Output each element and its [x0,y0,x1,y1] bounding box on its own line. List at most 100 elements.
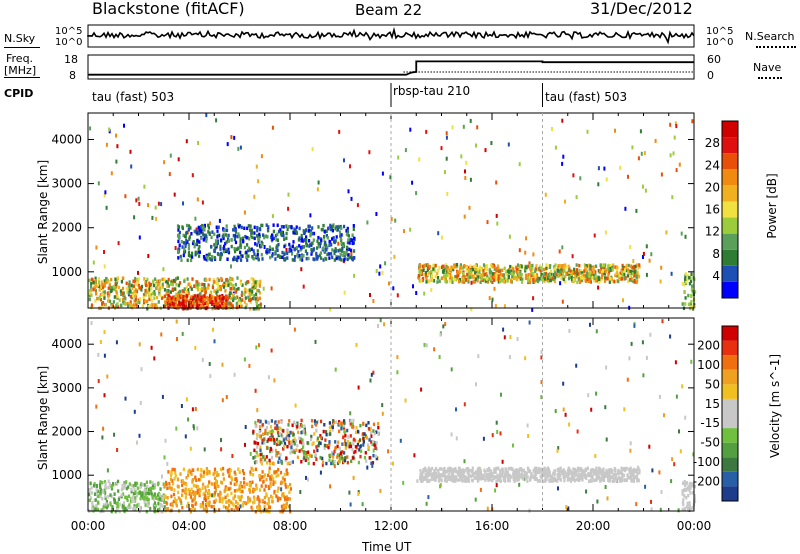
heat-cell [359,423,362,428]
heat-cell [372,429,375,433]
heat-cell [598,280,601,284]
heat-cell [452,477,455,482]
heat-cell [116,278,119,283]
heat-cell [298,254,301,258]
heat-cell [307,256,310,261]
scatter-cell [605,437,608,442]
heat-cell [97,284,101,288]
heat-cell [185,298,188,302]
scatter-cell [568,422,571,427]
heat-cell [327,252,330,256]
heat-cell [690,287,693,292]
nave-label: Nave [753,61,782,74]
heat-cell [165,292,168,296]
heat-cell [304,458,307,462]
heat-cell [585,473,588,478]
heat-cell [681,481,685,486]
scatter-cell [503,304,506,309]
heat-cell [259,302,262,306]
heat-cell [332,419,335,423]
heat-cell [129,505,132,510]
heat-cell [363,455,367,460]
scatter-cell [95,404,98,409]
heat-cell [253,252,256,256]
scatter-cell [669,122,672,127]
heat-cell [146,484,149,489]
heat-cell [103,480,107,484]
colorbar-swatch [722,153,738,170]
heat-cell [692,307,695,311]
scatter-cell [508,234,511,239]
scatter-cell [604,405,607,410]
heat-cell [159,503,163,507]
heat-cell [533,279,536,284]
heat-cell [165,507,168,511]
heat-cell [444,276,447,280]
scatter-cell [349,502,352,507]
heat-cell [359,454,362,459]
heat-cell [522,277,525,281]
heat-cell [227,283,230,287]
scatter-cell [349,411,352,416]
heat-cell [97,277,101,281]
scatter-cell [311,147,314,152]
heat-cell [636,478,640,482]
heat-cell [176,297,179,302]
scatter-cell [103,330,106,335]
scatter-cell [440,235,443,240]
heat-cell [446,467,450,471]
heat-cell [438,265,441,270]
heat-cell [167,292,170,296]
heat-cell [445,273,448,278]
heat-cell [298,449,301,453]
heat-cell [466,476,469,481]
heat-cell [268,466,271,470]
heat-cell [372,440,375,444]
heat-cell [260,242,263,247]
heat-cell [136,481,139,486]
heat-cell [613,466,616,471]
heat-cell [233,489,236,493]
scatter-cell [477,354,480,359]
heat-cell [594,472,597,476]
heat-cell [567,468,570,473]
heat-cell [518,272,521,277]
heat-cell [222,233,225,237]
heat-cell [106,291,109,295]
heat-cell [284,495,287,500]
scatter-cell [540,380,543,385]
scatter-cell [502,327,505,332]
heat-cell [338,256,341,260]
heat-cell [321,456,324,461]
heat-cell [307,452,310,457]
heat-cell [259,445,262,450]
heat-cell [145,283,148,288]
scatter-cell [551,127,553,131]
heat-cell [598,277,601,281]
scatter-cell [371,463,374,468]
heat-cell [597,476,600,480]
heat-cell [357,429,360,434]
heat-cell [275,474,278,478]
freq-underline [4,77,40,78]
heat-cell [113,295,116,299]
heat-cell [335,235,338,239]
heat-cell [328,440,331,444]
heat-cell [421,264,424,269]
scatter-cell [249,451,252,456]
heat-cell [588,274,591,278]
heat-cell [258,234,261,238]
scatter-cell [413,453,416,458]
heat-cell [507,476,510,481]
heat-cell [522,477,525,481]
heat-cell [205,253,208,258]
heat-cell [270,235,273,240]
scatter-cell [566,507,568,512]
colorbar-tick-label: 4 [712,269,720,283]
scatter-cell [562,381,565,386]
heat-cell [517,471,521,476]
heat-cell [227,247,230,252]
heat-cell [627,268,630,272]
colorbar-tick-label: 8 [712,247,720,261]
heat-cell [553,472,556,477]
